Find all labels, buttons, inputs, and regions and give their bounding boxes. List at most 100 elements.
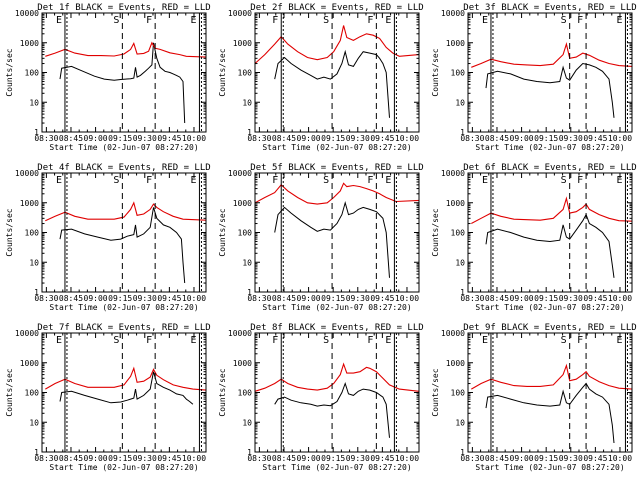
y-tick-label: 1000 [20,199,39,208]
x-tick-label: 10:00 [395,294,419,303]
x-tick-label: 09:15 [534,294,558,303]
y-axis-label: Counts/sec [218,368,227,416]
events-series-line [485,62,615,118]
y-tick-label: 10000 [441,169,465,178]
panel-title: Det 4f BLACK = Events, RED = LLD [37,163,210,173]
x-tick-label: 10:00 [608,454,632,463]
time-marker-label: E [616,15,622,26]
x-tick-label: 08:30 [247,294,271,303]
x-tick-label: 08:30 [247,454,271,463]
time-marker-label: E [385,335,391,346]
y-axis-label: Counts/sec [218,48,227,96]
y-tick-label: 100 [238,69,253,78]
time-marker-label: S [561,335,567,346]
x-tick-label: 09:15 [321,134,345,143]
y-tick-label: 1000 [20,359,39,368]
time-marker-label: E [190,335,196,346]
x-axis-label: Start Time (02-Jun-07 08:27:20) [475,303,624,312]
x-tick-label: 09:00 [510,294,534,303]
time-marker-label: F [577,175,583,186]
time-marker-label: E [482,175,488,186]
x-tick-label: 09:00 [84,134,108,143]
detector-panel-1: Det 1f BLACK = Events, RED = LLD E S F E 1 10 1… [5,3,211,152]
x-tick-label: 10:00 [182,454,206,463]
lld-series-line [254,362,420,392]
x-tick-label: 09:00 [297,134,321,143]
y-tick-label: 10 [29,258,39,267]
x-tick-label: 09:45 [157,294,181,303]
x-tick-label: 09:30 [559,454,583,463]
detector-panel-5: Det 5f BLACK = Events, RED = LLD F S F E 1 10 1… [218,163,424,312]
time-marker-label: F [367,335,373,346]
time-marker-label: S [323,175,329,186]
x-tick-label: 09:30 [559,294,583,303]
time-marker-label: F [146,175,152,186]
lld-series-line [45,366,207,391]
y-tick-label: 10 [29,98,39,107]
x-tick-label: 09:00 [510,454,534,463]
x-tick-label: 08:45 [272,134,296,143]
panel-title: Det 9f BLACK = Events, RED = LLD [463,323,636,333]
x-tick-label: 09:30 [346,454,370,463]
x-tick-label: 08:30 [34,134,58,143]
y-tick-label: 10 [455,98,465,107]
x-axis-label: Start Time (02-Jun-07 08:27:20) [262,463,411,472]
lld-series-line [471,196,633,224]
time-marker-label: S [323,335,329,346]
x-tick-label: 09:15 [108,134,132,143]
x-tick-label: 08:30 [247,134,271,143]
y-axis-label: Counts/sec [431,208,440,256]
y-tick-label: 1000 [233,359,252,368]
x-tick-label: 08:30 [460,454,484,463]
events-series-line [59,207,186,284]
y-tick-label: 1 [460,288,465,297]
x-axis-label: Start Time (02-Jun-07 08:27:20) [49,463,198,472]
detector-panel-9: Det 9f BLACK = Events, RED = LLD E S F E 1 10 1… [431,323,637,472]
time-marker-label: F [146,335,152,346]
x-tick-label: 09:00 [510,134,534,143]
detector-panel-6: Det 6f BLACK = Events, RED = LLD E S F E 1 10 1… [431,163,637,312]
time-marker-label: F [577,335,583,346]
x-tick-label: 09:45 [370,294,394,303]
x-tick-label: 09:30 [133,294,157,303]
y-tick-label: 1 [34,448,39,457]
events-series-line [59,42,186,124]
x-tick-label: 09:00 [297,454,321,463]
panel-title: Det 1f BLACK = Events, RED = LLD [37,3,210,13]
y-axis-label: Counts/sec [431,48,440,96]
panel-title: Det 2f BLACK = Events, RED = LLD [250,3,423,13]
x-tick-label: 10:00 [608,294,632,303]
x-tick-label: 09:30 [133,134,157,143]
x-tick-label: 10:00 [395,134,419,143]
events-series-line [274,381,390,438]
time-marker-label: E [56,175,62,186]
panel-title: Det 5f BLACK = Events, RED = LLD [250,163,423,173]
y-tick-label: 10000 [15,329,39,338]
x-tick-label: 09:45 [583,294,607,303]
y-axis-label: Counts/sec [218,208,227,256]
x-tick-label: 09:30 [133,454,157,463]
x-tick-label: 08:45 [59,134,83,143]
time-marker-label: E [482,15,488,26]
y-tick-label: 10000 [15,169,39,178]
time-marker-label: S [561,175,567,186]
x-tick-label: 09:00 [84,454,108,463]
lld-series-line [471,363,633,390]
time-marker-label: E [56,15,62,26]
panel-title: Det 8f BLACK = Events, RED = LLD [250,323,423,333]
time-marker-label: S [113,335,119,346]
x-axis-label: Start Time (02-Jun-07 08:27:20) [262,143,411,152]
y-tick-label: 1 [34,128,39,137]
detector-panel-8: Det 8f BLACK = Events, RED = LLD F S F E 1 10 1… [218,323,424,472]
x-tick-label: 09:15 [108,454,132,463]
x-tick-label: 08:45 [272,454,296,463]
x-tick-label: 10:00 [182,294,206,303]
y-tick-label: 1 [460,448,465,457]
time-marker-label: E [56,335,62,346]
y-tick-label: 10000 [441,9,465,18]
time-marker-label: F [577,15,583,26]
x-tick-label: 09:15 [321,294,345,303]
y-tick-label: 1 [460,128,465,137]
y-tick-label: 10000 [228,169,252,178]
time-marker-label: F [272,335,278,346]
